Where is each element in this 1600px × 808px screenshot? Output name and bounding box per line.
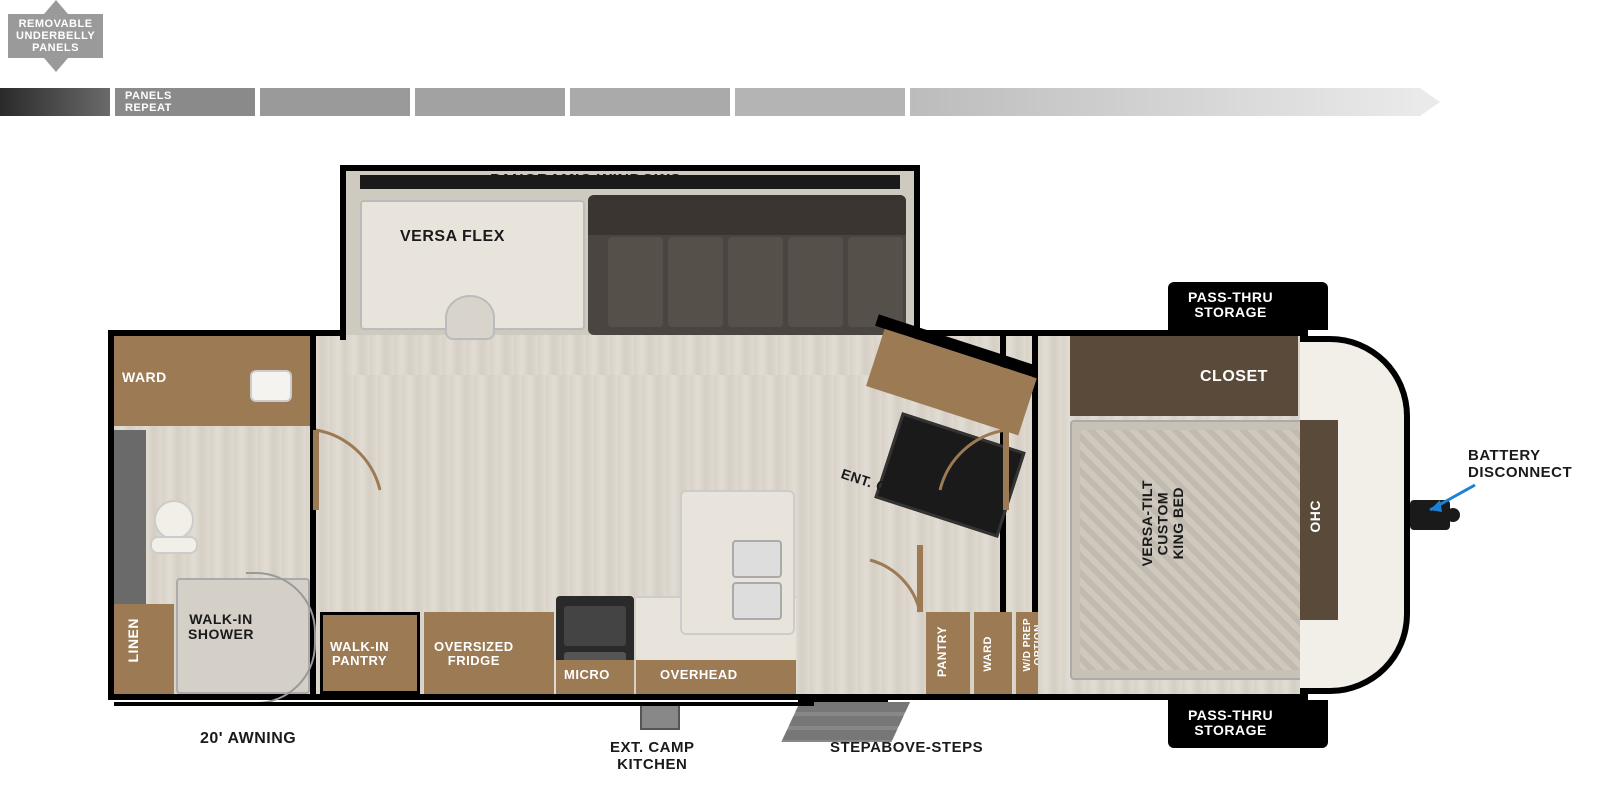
slideout-floor: [346, 335, 914, 375]
ohc-label: OHC: [1308, 500, 1323, 533]
king-bed: [1070, 420, 1330, 680]
underbelly-label: REMOVABLE UNDERBELLY PANELS: [8, 14, 103, 58]
passthru-bottom-label: PASS-THRU STORAGE: [1188, 708, 1273, 739]
pantry-label: PANTRY: [936, 626, 949, 677]
battery-arrow: [1420, 480, 1480, 520]
micro-label: MICRO: [564, 668, 610, 682]
underbelly-callout: REMOVABLE UNDERBELLY PANELS: [8, 0, 103, 72]
walkin-shower-label: WALK-IN SHOWER: [188, 612, 254, 643]
versaflex-chair: [445, 295, 495, 340]
ext-camp-kitchen-label: EXT. CAMP KITCHEN: [610, 740, 695, 773]
oversized-fridge-label: OVERSIZED FRIDGE: [434, 640, 514, 669]
walkin-pantry-label: WALK-IN PANTRY: [330, 640, 389, 669]
toilet: [150, 500, 198, 558]
underbelly-panel-strip: PANELS REPEAT: [0, 88, 1440, 116]
battery-disconnect-label: BATTERY DISCONNECT: [1468, 448, 1572, 481]
versaflex-label: VERSA FLEX: [400, 228, 505, 246]
ext-camp-kitchen-box: [640, 702, 680, 730]
ward2-label: WARD: [982, 636, 994, 672]
sink-1: [732, 540, 782, 578]
ward-label: WARD: [122, 370, 167, 385]
overhead-label: OVERHEAD: [660, 668, 738, 682]
entry-door: [798, 694, 888, 702]
linen-cabinet: [114, 604, 174, 694]
entry-steps: [781, 702, 910, 742]
linen-label: LINEN: [126, 618, 141, 663]
king-bed-label: VERSA-TILT CUSTOM KING BED: [1140, 480, 1186, 566]
panels-repeat-label: PANELS REPEAT: [125, 90, 172, 114]
panoramic-windows-label: PANORAMIC WINDOWS: [490, 172, 681, 190]
awning-label: 20' AWNING: [200, 730, 296, 748]
passthru-top-label: PASS-THRU STORAGE: [1188, 290, 1273, 321]
closet-label: CLOSET: [1200, 368, 1268, 386]
sink-2: [732, 582, 782, 620]
stepabove-label: STEPABOVE-STEPS: [830, 740, 983, 757]
awning-line: [114, 702, 814, 706]
sectional-sofa: [588, 195, 906, 335]
vanity-sink: [250, 370, 292, 402]
